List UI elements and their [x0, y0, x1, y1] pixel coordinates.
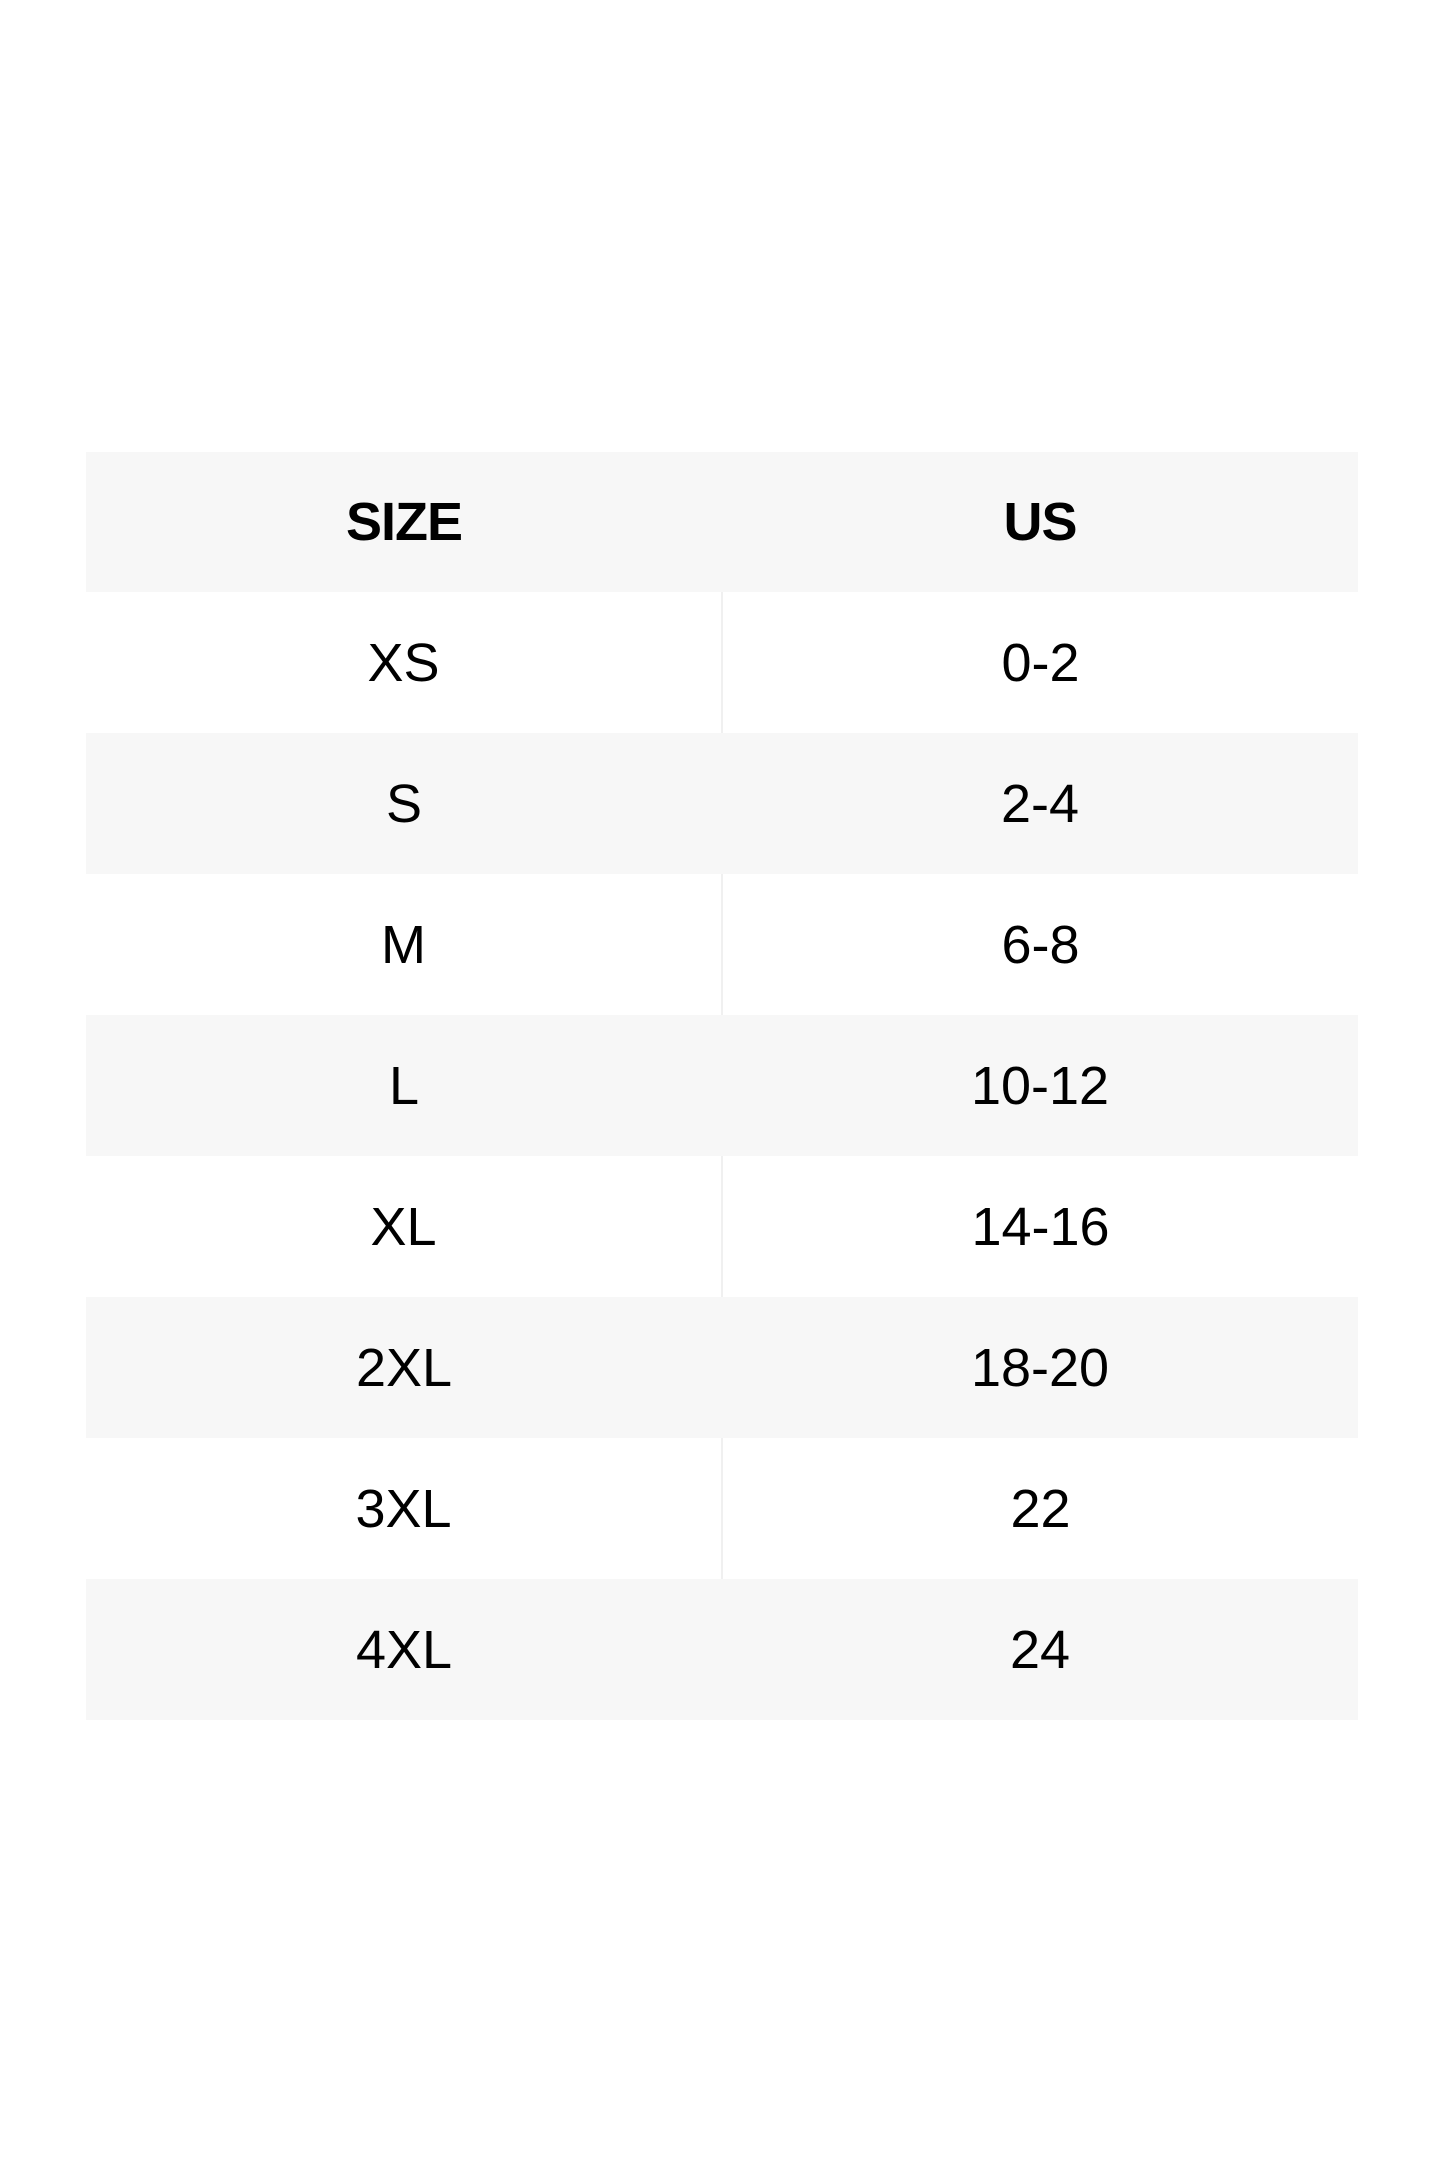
size-chart-table: SIZE US XS 0-2 S 2-4 M 6-8 L 10-12 XL 14-16 2XL 18-… [86, 452, 1358, 1720]
us-size-cell: 22 [1010, 1478, 1071, 1539]
table-row: 2XL 18-20 [86, 1297, 1358, 1438]
table-row: L 10-12 [86, 1015, 1358, 1156]
us-size-cell: 0-2 [1001, 632, 1080, 693]
us-size-cell: 10-12 [970, 1055, 1110, 1116]
header-size: SIZE [345, 492, 463, 552]
us-size-cell: 24 [1009, 1619, 1071, 1680]
table-header: SIZE US [86, 452, 1358, 592]
table-row: 4XL 24 [86, 1579, 1358, 1720]
size-cell: XS [86, 592, 723, 733]
size-cell: XL [86, 1156, 723, 1297]
table-row: 3XL 22 [86, 1438, 1358, 1579]
size-cell: S [385, 773, 423, 834]
table-row: M 6-8 [86, 874, 1358, 1015]
size-cell: L [388, 1055, 420, 1116]
us-size-cell: 14-16 [971, 1196, 1110, 1257]
size-cell: M [86, 874, 723, 1015]
size-cell: 3XL [86, 1438, 723, 1579]
us-size-cell: 6-8 [1001, 914, 1080, 975]
size-cell: 2XL [355, 1337, 453, 1398]
table-row: XS 0-2 [86, 592, 1358, 733]
header-us: US [1003, 492, 1077, 552]
table-row: S 2-4 [86, 733, 1358, 874]
size-cell: 4XL [355, 1619, 453, 1680]
table-row: XL 14-16 [86, 1156, 1358, 1297]
us-size-cell: 18-20 [970, 1337, 1110, 1398]
us-size-cell: 2-4 [1000, 773, 1080, 834]
